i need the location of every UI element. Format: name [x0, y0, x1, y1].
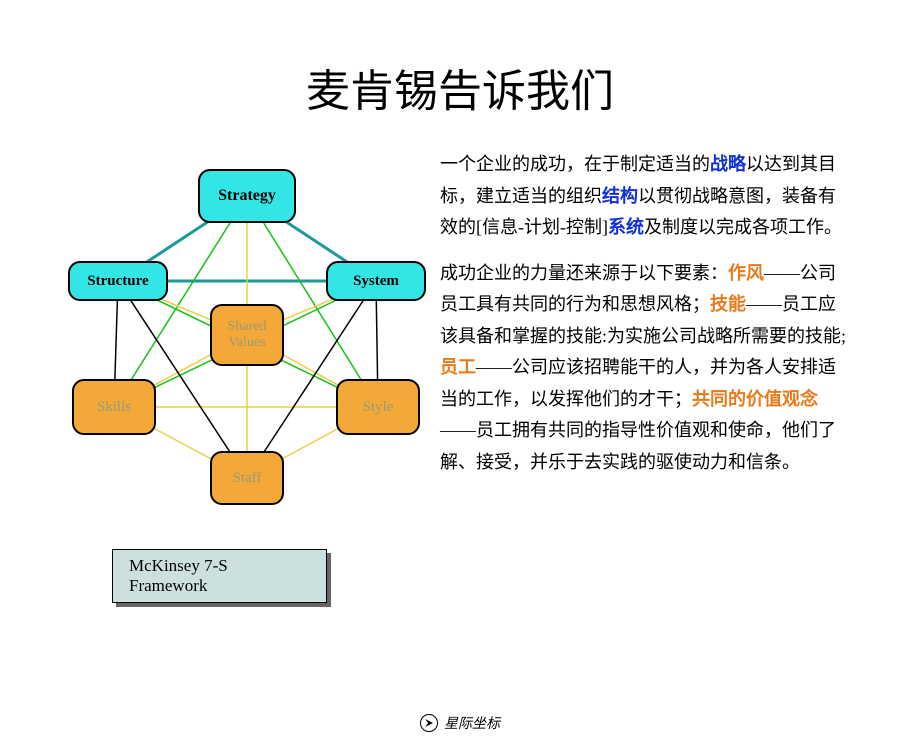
node-skills: Skills [72, 379, 156, 435]
node-shared: SharedValues [210, 304, 284, 366]
page-title: 麦肯锡告诉我们 [0, 55, 920, 119]
content-row: Strategy Structure System SharedValues Skill… [0, 149, 920, 589]
node-strategy: Strategy [198, 169, 296, 223]
footer: 星际坐标 [420, 713, 500, 733]
paragraph-2: 成功企业的力量还来源于以下要素：作风——公司员工具有共同的行为和思想风格；技能—… [440, 258, 850, 479]
footer-logo-icon [420, 714, 438, 732]
node-system: System [326, 261, 426, 301]
node-style: Style [336, 379, 420, 435]
seven-s-diagram: Strategy Structure System SharedValues Skill… [0, 149, 440, 589]
text-block: 一个企业的成功，在于制定适当的战略以达到其目标，建立适当的组织结构以贯彻战略意图… [440, 149, 870, 589]
footer-text: 星际坐标 [444, 713, 500, 733]
node-staff: Staff [210, 451, 284, 505]
node-structure: Structure [68, 261, 168, 301]
paragraph-1: 一个企业的成功，在于制定适当的战略以达到其目标，建立适当的组织结构以贯彻战略意图… [440, 149, 850, 244]
